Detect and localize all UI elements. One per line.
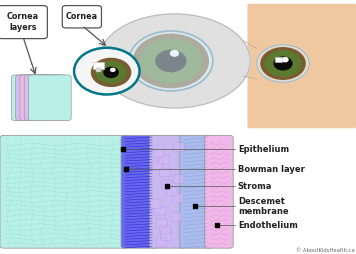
FancyBboxPatch shape	[155, 206, 165, 215]
Circle shape	[91, 58, 131, 86]
FancyBboxPatch shape	[174, 143, 184, 151]
FancyBboxPatch shape	[152, 162, 163, 170]
FancyBboxPatch shape	[28, 75, 71, 121]
FancyBboxPatch shape	[150, 135, 187, 248]
Text: © AboutKidsHealth.ca: © AboutKidsHealth.ca	[295, 248, 354, 253]
Circle shape	[96, 62, 126, 83]
Text: Descemet
membrane: Descemet membrane	[238, 197, 288, 216]
Circle shape	[141, 39, 201, 83]
Text: Cornea
layers: Cornea layers	[7, 12, 39, 32]
FancyBboxPatch shape	[0, 135, 128, 248]
Text: Stroma: Stroma	[238, 182, 272, 191]
FancyBboxPatch shape	[24, 75, 67, 121]
Circle shape	[257, 45, 309, 82]
FancyBboxPatch shape	[11, 75, 54, 121]
FancyBboxPatch shape	[173, 174, 184, 183]
Circle shape	[171, 51, 178, 56]
FancyBboxPatch shape	[167, 187, 177, 196]
FancyBboxPatch shape	[171, 213, 182, 221]
FancyBboxPatch shape	[151, 200, 161, 209]
FancyBboxPatch shape	[96, 68, 101, 72]
Text: Cornea: Cornea	[66, 12, 98, 21]
FancyBboxPatch shape	[275, 57, 282, 62]
FancyBboxPatch shape	[180, 135, 212, 248]
FancyBboxPatch shape	[205, 135, 233, 248]
Circle shape	[111, 68, 115, 71]
FancyBboxPatch shape	[173, 194, 184, 202]
FancyBboxPatch shape	[156, 238, 167, 247]
Circle shape	[134, 34, 208, 88]
Circle shape	[74, 48, 140, 94]
FancyBboxPatch shape	[247, 4, 356, 128]
Ellipse shape	[99, 14, 250, 108]
Text: Epithelium: Epithelium	[238, 145, 289, 154]
FancyBboxPatch shape	[121, 135, 157, 248]
FancyBboxPatch shape	[159, 168, 170, 177]
FancyBboxPatch shape	[0, 6, 47, 39]
Text: Endothelium: Endothelium	[238, 221, 298, 230]
FancyBboxPatch shape	[160, 225, 171, 234]
FancyBboxPatch shape	[16, 75, 58, 121]
FancyBboxPatch shape	[162, 181, 173, 189]
FancyBboxPatch shape	[161, 232, 172, 240]
Text: Bowman layer: Bowman layer	[238, 165, 305, 174]
Circle shape	[274, 57, 292, 70]
Circle shape	[261, 48, 305, 79]
Circle shape	[129, 31, 213, 91]
FancyBboxPatch shape	[93, 62, 104, 69]
FancyBboxPatch shape	[154, 149, 165, 158]
Circle shape	[282, 58, 288, 62]
Circle shape	[104, 67, 118, 77]
Circle shape	[265, 51, 301, 76]
FancyBboxPatch shape	[62, 6, 101, 28]
FancyBboxPatch shape	[156, 219, 167, 228]
FancyBboxPatch shape	[159, 155, 169, 164]
Circle shape	[156, 50, 186, 72]
FancyBboxPatch shape	[20, 75, 63, 121]
